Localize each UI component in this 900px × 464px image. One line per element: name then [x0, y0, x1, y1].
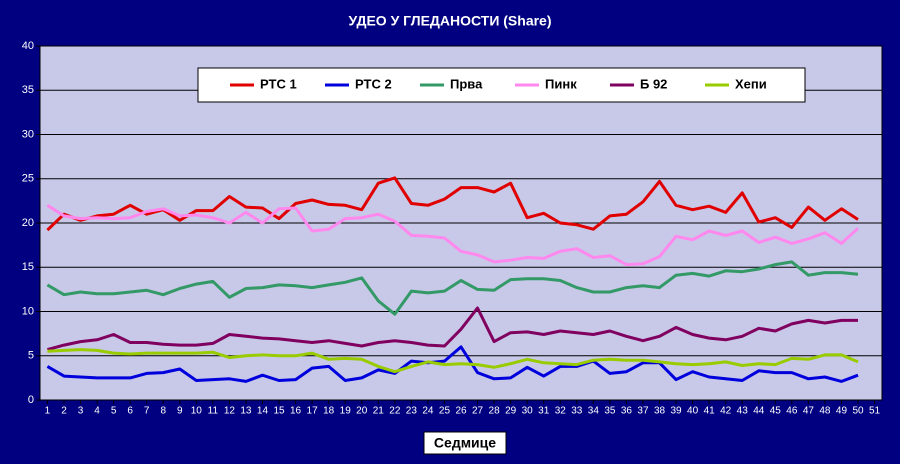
y-tick-label: 10: [22, 305, 34, 317]
x-tick-label: 8: [160, 406, 166, 417]
x-tick-label: 9: [177, 406, 183, 417]
y-tick-label: 20: [22, 217, 34, 229]
plot-border: [39, 45, 883, 401]
x-tick-label: 26: [455, 406, 467, 417]
x-tick-label: 30: [522, 406, 534, 417]
x-tick-label: 41: [704, 406, 716, 417]
y-tick-label: 0: [28, 394, 34, 406]
legend-label: Пинк: [545, 76, 577, 91]
x-tick-label: 11: [208, 406, 219, 417]
x-tick-label: 20: [356, 406, 368, 417]
x-tick-label: 18: [323, 406, 335, 417]
x-tick-label: 23: [406, 406, 418, 417]
x-tick-label: 34: [588, 406, 600, 417]
x-tick-label: 36: [621, 406, 633, 417]
y-tick-label: 25: [22, 173, 34, 185]
x-tick-label: 4: [94, 406, 100, 417]
legend-label: Прва: [450, 76, 483, 91]
x-tick-label: 45: [770, 406, 782, 417]
x-tick-label: 43: [737, 406, 749, 417]
x-tick-label: 33: [571, 406, 583, 417]
x-tick-label: 27: [472, 406, 484, 417]
x-tick-label: 22: [389, 406, 401, 417]
x-tick-label: 21: [373, 406, 385, 417]
x-tick-label: 15: [273, 406, 285, 417]
x-tick-label: 46: [786, 406, 798, 417]
x-tick-label: 47: [803, 406, 815, 417]
x-tick-label: 5: [111, 406, 117, 417]
series-line: [46, 345, 859, 383]
x-tick-label: 13: [240, 406, 252, 417]
x-tick-label: 19: [340, 406, 352, 417]
x-tick-label: 25: [439, 406, 451, 417]
y-tick-label: 15: [22, 261, 34, 273]
x-tick-label: 40: [687, 406, 699, 417]
x-tick-label: 10: [191, 406, 203, 417]
y-tick-label: 35: [22, 84, 34, 96]
y-tick-label: 40: [22, 40, 34, 52]
legend-label: РТС 1: [260, 76, 297, 91]
y-tick-label: 5: [28, 350, 34, 362]
series-line: [46, 204, 860, 267]
legend-label: Б 92: [640, 76, 667, 91]
x-tick-label: 32: [555, 406, 567, 417]
legend-label: Хепи: [735, 76, 767, 91]
x-tick-label: 51: [869, 406, 881, 417]
series-line: [46, 176, 859, 232]
x-label-box: [423, 431, 507, 455]
x-tick-label: 42: [720, 406, 732, 417]
x-tick-label: 17: [307, 406, 319, 417]
series-line: [47, 348, 859, 374]
x-tick-label: 38: [654, 406, 666, 417]
legend: [197, 67, 806, 103]
legend-label: РТС 2: [355, 76, 392, 91]
x-tick-label: 50: [852, 406, 864, 417]
x-tick-label: 31: [538, 406, 550, 417]
x-tick-label: 14: [257, 406, 269, 417]
y-tick-label: 30: [22, 128, 34, 140]
x-tick-label: 1: [45, 406, 51, 417]
x-tick-label: 16: [290, 406, 302, 417]
x-tick-label: 12: [224, 406, 236, 417]
x-tick-label: 24: [422, 406, 434, 417]
x-tick-label: 7: [144, 406, 150, 417]
chart-title: УДЕО У ГЛЕДАНОСТИ (Share): [348, 13, 551, 29]
x-tick-label: 29: [505, 406, 517, 417]
x-tick-label: 6: [127, 406, 133, 417]
x-tick-label: 28: [489, 406, 501, 417]
series-line: [46, 260, 859, 316]
x-tick-label: 3: [78, 406, 84, 417]
x-tick-label: 49: [836, 406, 848, 417]
x-tick-label: 37: [637, 406, 649, 417]
x-tick-label: 39: [670, 406, 682, 417]
x-tick-label: 44: [753, 406, 765, 417]
series-line: [47, 306, 858, 352]
x-tick-label: 48: [819, 406, 831, 417]
x-axis-label: Седмице: [434, 435, 496, 451]
x-tick-label: 35: [604, 406, 616, 417]
x-tick-label: 2: [61, 406, 67, 417]
